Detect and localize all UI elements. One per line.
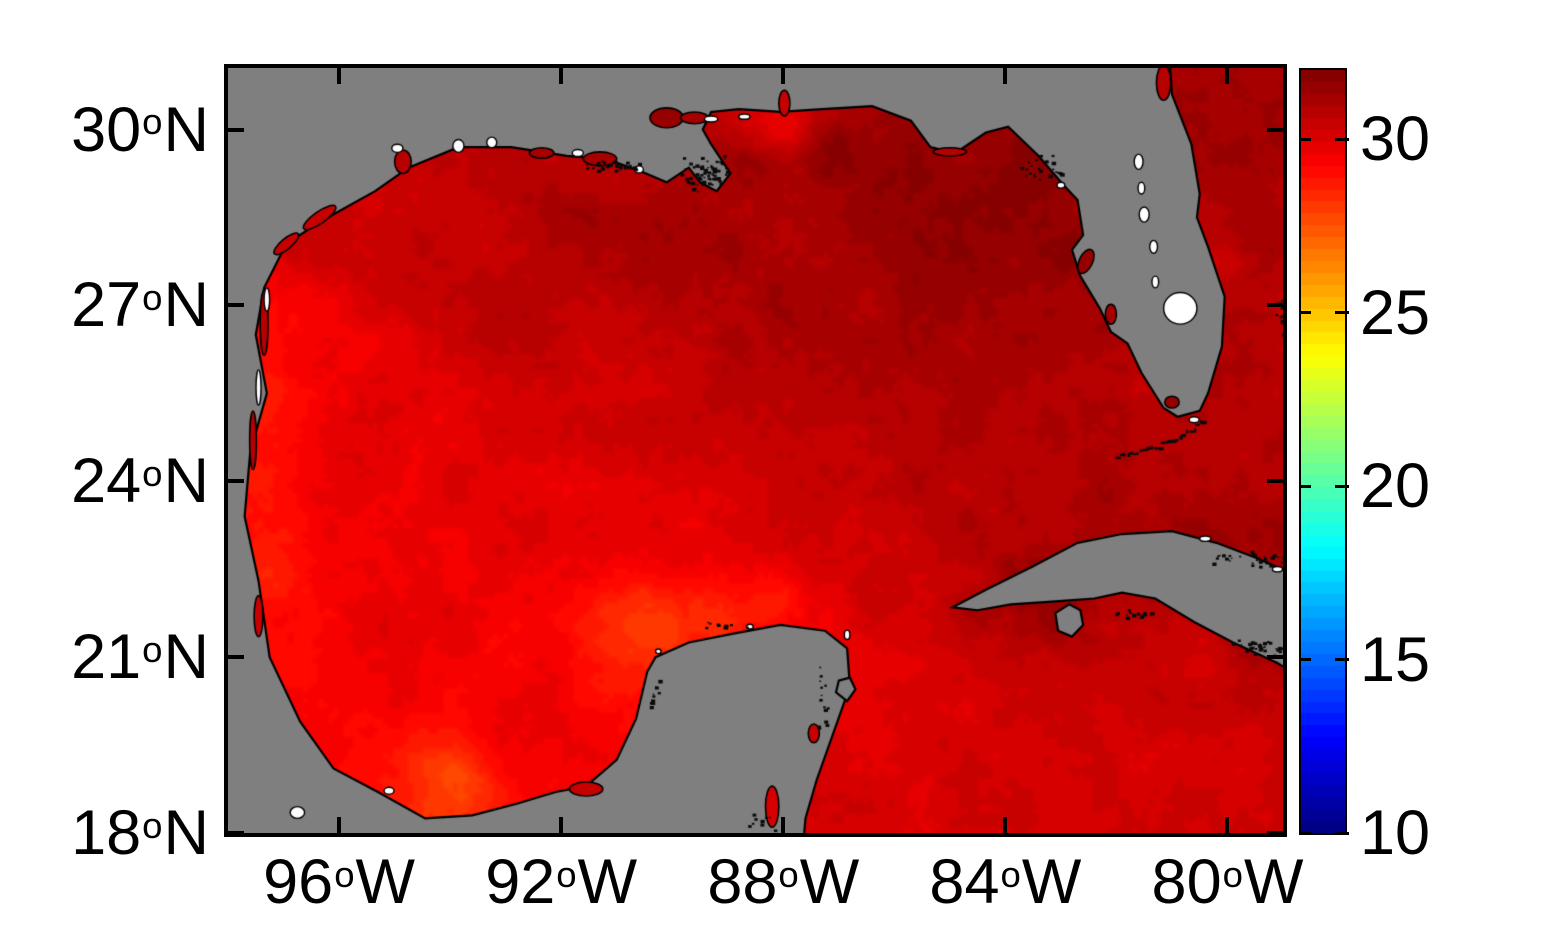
x-tick-bottom (559, 817, 564, 833)
y-tick-label: 30oN (14, 94, 209, 166)
degree-symbol: o (142, 276, 163, 318)
colorbar-tick-right (1335, 311, 1349, 315)
y-tick-label: 21oN (14, 621, 209, 693)
x-tick-top (781, 68, 786, 84)
colorbar-tick-left (1299, 311, 1311, 315)
degree-symbol: o (1222, 853, 1243, 895)
x-tick-bottom (1225, 817, 1230, 833)
y-tick-right (1267, 655, 1283, 660)
x-tick-top (559, 68, 564, 84)
tick-value: 21 (71, 622, 142, 693)
y-tick-left (228, 127, 244, 132)
y-tick-label: 27oN (14, 269, 209, 341)
x-tick-label: 88oW (653, 846, 913, 918)
hemisphere-suffix: N (163, 622, 210, 693)
hemisphere-suffix: W (1243, 847, 1304, 917)
colorbar (1299, 68, 1349, 835)
hemisphere-suffix: W (355, 847, 415, 917)
y-tick-left (228, 479, 244, 484)
hemisphere-suffix: W (577, 847, 638, 917)
colorbar-tick-label: 15 (1360, 624, 1431, 695)
tick-value: 18 (71, 798, 142, 868)
tick-value: 88 (707, 847, 778, 917)
colorbar-tick-left (1299, 831, 1311, 835)
colorbar-tick-label: 30 (1360, 104, 1431, 175)
map-plot-area (224, 64, 1287, 837)
tick-value: 30 (71, 94, 142, 165)
x-tick-bottom (1003, 817, 1008, 833)
colorbar-tick-right (1335, 658, 1349, 662)
y-tick-right (1267, 479, 1283, 484)
degree-symbol: o (778, 853, 799, 895)
degree-symbol: o (142, 804, 163, 846)
x-tick-label: 80oW (1097, 846, 1357, 918)
y-tick-right (1267, 831, 1283, 835)
degree-symbol: o (142, 628, 163, 670)
hemisphere-suffix: N (163, 446, 210, 517)
degree-symbol: o (1000, 853, 1021, 895)
colorbar-tick-right (1335, 484, 1349, 488)
tick-value: 96 (263, 847, 334, 917)
hemisphere-suffix: W (1021, 847, 1082, 917)
y-tick-left (228, 655, 244, 660)
colorbar-tick-left (1299, 137, 1311, 141)
hemisphere-suffix: W (799, 847, 860, 917)
hemisphere-suffix: N (163, 94, 210, 165)
colorbar-tick-right (1335, 137, 1349, 141)
colorbar-tick-label: 20 (1360, 451, 1431, 522)
tick-value: 80 (1151, 847, 1222, 917)
tick-value: 24 (71, 446, 142, 517)
tick-value: 84 (929, 847, 1000, 917)
x-tick-top (1225, 68, 1230, 84)
y-tick-left (228, 303, 244, 308)
colorbar-gradient (1301, 70, 1345, 833)
degree-symbol: o (556, 853, 577, 895)
gulf-of-mexico-sst-map (228, 68, 1283, 833)
hemisphere-suffix: N (163, 270, 210, 341)
y-tick-right (1267, 303, 1283, 308)
hemisphere-suffix: N (163, 798, 210, 868)
degree-symbol: o (142, 452, 163, 494)
y-tick-right (1267, 127, 1283, 132)
degree-symbol: o (142, 101, 163, 143)
x-tick-top (1003, 68, 1008, 84)
y-tick-left (228, 831, 244, 835)
colorbar-tick-label: 10 (1360, 798, 1431, 868)
colorbar-tick-label: 25 (1360, 277, 1431, 348)
tick-value: 92 (485, 847, 556, 917)
x-tick-top (337, 68, 342, 84)
colorbar-tick-left (1299, 484, 1311, 488)
x-tick-bottom (781, 817, 786, 833)
x-tick-label: 84oW (875, 846, 1135, 918)
colorbar-tick-right (1335, 831, 1349, 835)
tick-value: 27 (71, 270, 142, 341)
colorbar-tick-left (1299, 658, 1311, 662)
x-tick-label: 92oW (431, 846, 691, 918)
y-tick-label: 24oN (14, 445, 209, 517)
x-tick-label: 96oW (209, 846, 469, 918)
x-tick-bottom (337, 817, 342, 833)
degree-symbol: o (334, 853, 355, 895)
y-tick-label: 18oN (14, 797, 209, 869)
